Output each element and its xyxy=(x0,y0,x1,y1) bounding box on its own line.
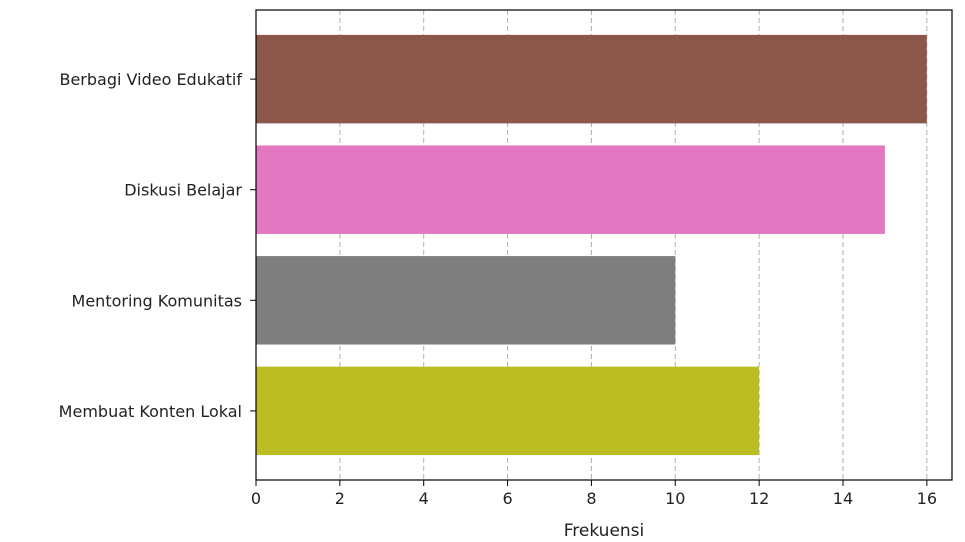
x-tick-label: 16 xyxy=(917,489,937,508)
axes xyxy=(255,9,953,481)
x-tick-label: 4 xyxy=(419,489,429,508)
bars xyxy=(256,34,927,456)
x-tick-label: 8 xyxy=(586,489,596,508)
x-tick-label: 6 xyxy=(502,489,512,508)
bar xyxy=(256,145,885,234)
x-tick-label: 2 xyxy=(335,489,345,508)
bar xyxy=(256,34,927,124)
y-axis-ticks: Berbagi Video Edukatif Diskusi Belajar Men… xyxy=(59,70,256,421)
plot-frame xyxy=(255,9,953,481)
y-tick-label: Diskusi Belajar xyxy=(124,181,242,200)
y-tick-label: Mentoring Komunitas xyxy=(72,291,242,310)
y-tick-label: Berbagi Video Edukatif xyxy=(59,70,242,89)
bar xyxy=(256,366,760,456)
x-tick-label: 10 xyxy=(665,489,685,508)
y-tick-label: Membuat Konten Lokal xyxy=(59,402,242,421)
x-tick-label: 14 xyxy=(833,489,853,508)
x-axis-title: Frekuensi xyxy=(564,521,645,541)
x-tick-label: 0 xyxy=(251,489,261,508)
x-tick-label: 12 xyxy=(749,489,769,508)
x-axis-ticks: 0 2 4 6 8 10 12 14 16 xyxy=(251,480,937,508)
bar xyxy=(256,256,676,345)
